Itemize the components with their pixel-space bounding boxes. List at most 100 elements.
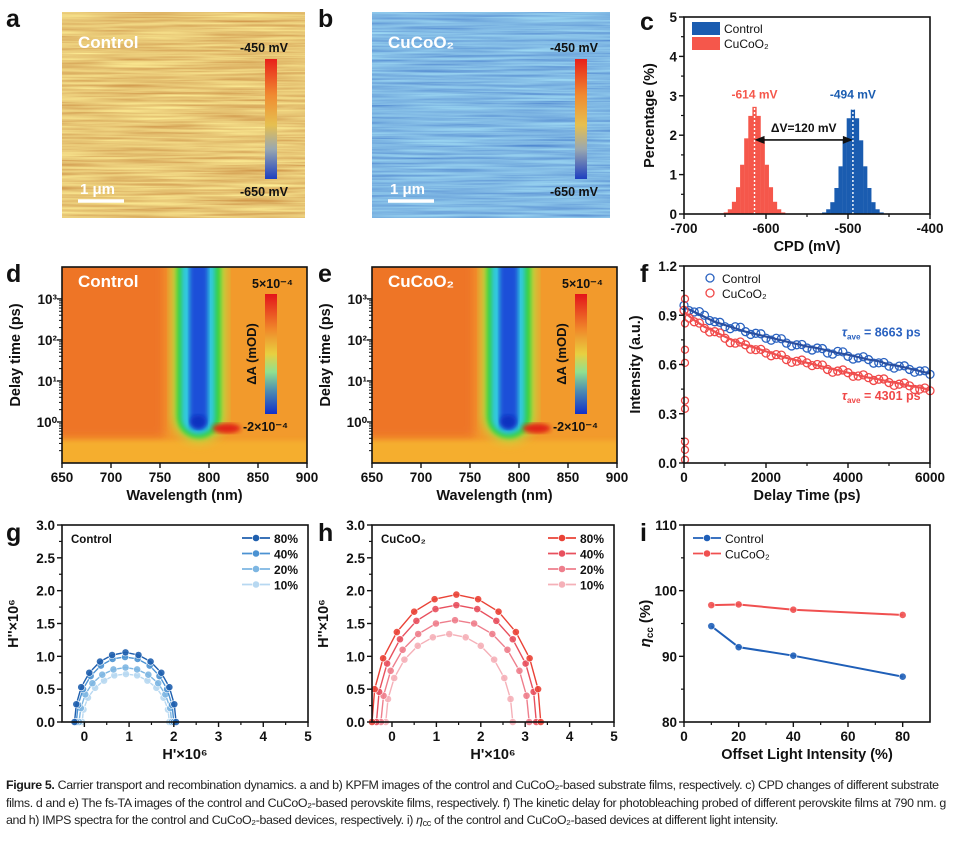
arrow-head-left <box>754 135 765 144</box>
colorbar-title: ΔA (mOD) <box>244 323 259 385</box>
x-axis-label: Wavelength (nm) <box>126 488 242 504</box>
x-axis-label: Offset Light Intensity (%) <box>721 747 893 763</box>
data-point <box>710 317 720 327</box>
series-line <box>710 625 903 678</box>
data-point <box>379 654 388 663</box>
y-tick-label: 10² <box>37 333 57 348</box>
legend-label: 10% <box>274 579 298 593</box>
delta-v-label: ΔV=120 mV <box>771 121 837 135</box>
data-point <box>400 655 409 664</box>
x-tick-label: 3 <box>521 729 529 744</box>
legend-marker <box>252 580 260 589</box>
y-tick-label: 1.5 <box>36 617 55 632</box>
x-axis-label: Delay Time (ps) <box>754 488 861 504</box>
x-tick-label: 0 <box>81 729 89 744</box>
y-tick-label: 1.5 <box>346 617 365 632</box>
scale-bar-label: 1 μm <box>80 181 115 198</box>
x-tick-label: -400 <box>916 221 943 236</box>
sample-label: Control <box>78 33 138 52</box>
x-tick-label: 900 <box>606 470 629 485</box>
rise-point <box>680 445 690 455</box>
data-point <box>165 683 174 692</box>
histogram-bar <box>760 138 765 214</box>
symbol: η <box>637 638 654 647</box>
legend-marker <box>558 534 566 542</box>
x-tick-label: 1 <box>125 729 133 744</box>
y-tick-label: 3 <box>669 89 677 104</box>
data-point <box>445 630 454 638</box>
series-control <box>679 300 935 380</box>
photoinduced-absorption-spot <box>212 423 241 434</box>
y-tick-label: 1 <box>669 168 677 183</box>
data-point <box>694 318 705 328</box>
bleach-peak <box>500 414 517 429</box>
data-point <box>898 611 907 619</box>
kpfm-map <box>62 12 305 218</box>
data-point <box>96 657 104 666</box>
heatmap-region-pia <box>62 267 165 439</box>
legend-swatch <box>692 37 720 50</box>
data-point <box>521 659 530 668</box>
heatmap-region-pia <box>372 267 475 439</box>
panel-letter-g: g <box>6 519 21 547</box>
x-tick-label: 700 <box>410 470 433 485</box>
colorbar-max-label: -450 mV <box>240 41 289 55</box>
data-point <box>383 659 391 668</box>
cucoo2-peak-label: -614 mV <box>732 88 778 102</box>
data-point <box>414 630 423 638</box>
data-point <box>109 665 118 674</box>
x-tick-label: 40 <box>786 729 801 744</box>
figure-caption: Figure 5. Carrier transport and recombin… <box>6 777 964 830</box>
x-tick-label: 20 <box>731 729 746 744</box>
x-tick-label: 750 <box>149 470 172 485</box>
y-tick-label: 0.5 <box>346 682 365 697</box>
x-tick-label: 650 <box>51 470 74 485</box>
histogram-bar <box>842 140 847 214</box>
plot-frame <box>61 266 308 464</box>
data-point <box>525 654 534 663</box>
sample-label: CuCoO₂ <box>388 33 454 52</box>
series-cucoo <box>707 600 907 619</box>
data-point <box>476 641 485 650</box>
panel-letter-f: f <box>640 260 649 288</box>
legend-label: 80% <box>274 532 298 546</box>
data-point <box>868 375 879 386</box>
legend-marker <box>705 288 715 298</box>
caption-text-after: of the control and CuCoO₂-based devices … <box>430 813 778 828</box>
data-point <box>98 670 107 679</box>
rest: = 8663 ps <box>860 326 920 340</box>
plot-frame <box>683 524 931 723</box>
y-axis-label: ηcc (%) <box>637 600 656 648</box>
data-point <box>734 643 743 652</box>
colorbar-title: ΔA (mOD) <box>554 323 569 385</box>
histogram-bar <box>875 209 880 214</box>
y-axis-label: H''×10⁶ <box>6 599 22 648</box>
data-point <box>121 648 130 657</box>
series-line <box>711 603 903 616</box>
histogram-bar <box>756 115 761 214</box>
panel-letter-c: c <box>640 8 654 36</box>
data-point <box>848 371 858 381</box>
y-tick-label: 0.6 <box>658 358 677 373</box>
rise-point <box>680 319 690 328</box>
data-point <box>122 670 130 678</box>
heatmap-region-early <box>62 440 307 463</box>
histogram-bar <box>731 201 737 214</box>
data-point <box>410 607 419 616</box>
legend-label: 80% <box>580 532 604 546</box>
data-point <box>710 327 720 337</box>
data-point <box>827 349 838 359</box>
data-point <box>515 666 524 675</box>
data-point <box>868 358 879 368</box>
panel-letter-h: h <box>318 519 333 547</box>
legend-marker <box>252 534 260 542</box>
data-point <box>428 633 437 642</box>
colorbar-min-label: -2×10⁻⁴ <box>243 420 288 434</box>
photoinduced-absorption-spot <box>522 423 551 434</box>
histogram-bar <box>764 164 769 214</box>
y-tick-label: 2.0 <box>36 584 55 599</box>
legend-marker <box>703 549 711 558</box>
control-peak-label: -494 mV <box>830 88 876 102</box>
colorbar <box>265 59 277 179</box>
data-point <box>503 645 512 654</box>
